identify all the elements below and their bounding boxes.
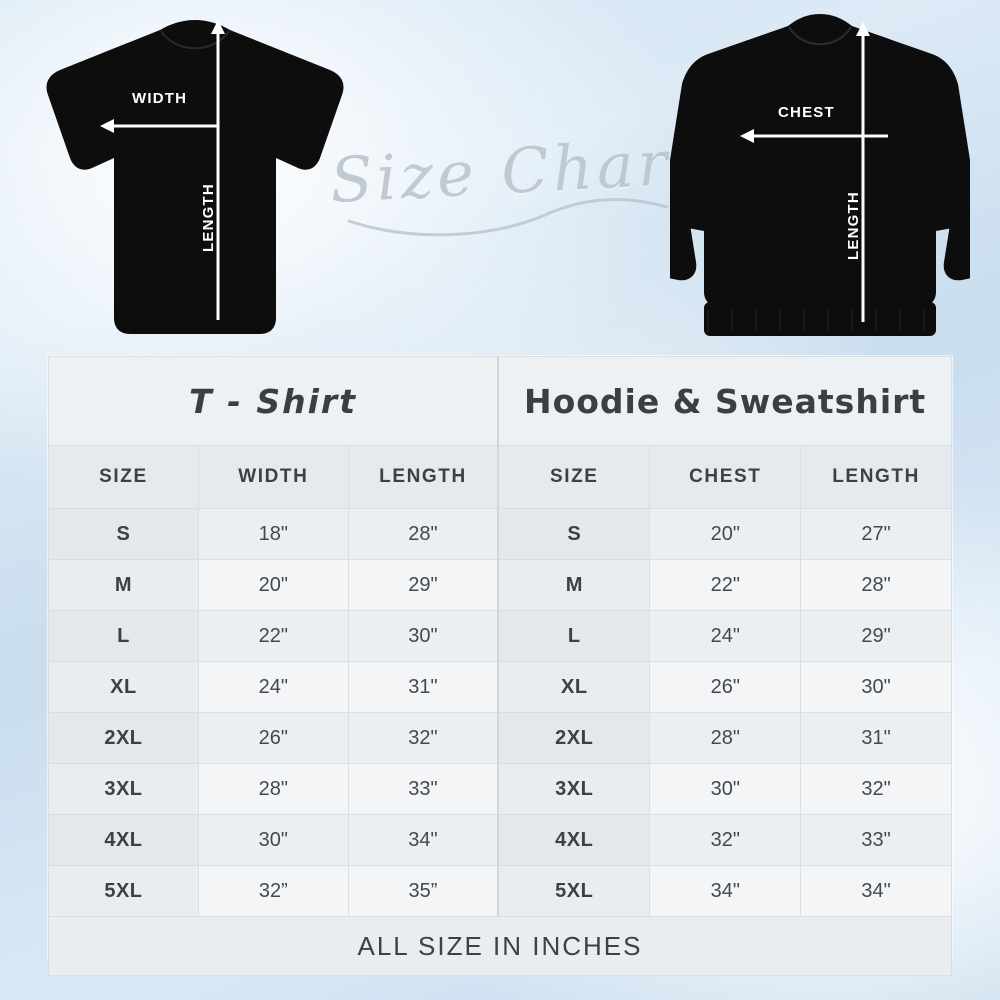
row-size-right: 4XL: [497, 814, 651, 866]
row-chest: 26": [649, 661, 802, 713]
table-row: 2XL 26" 32" 2XL 28" 31": [48, 712, 952, 764]
row-chest: 28": [649, 712, 802, 764]
sweatshirt-chest-arrow: [740, 129, 888, 143]
tshirt-graphic: [46, 20, 344, 334]
row-width: 28": [197, 763, 349, 815]
table-row: S 18" 28" S 20" 27": [48, 508, 952, 560]
row-length: 30": [347, 610, 499, 662]
size-chart-table: T - Shirt Hoodie & Sweatshirt SIZE WIDTH…: [48, 356, 953, 976]
row-width: 26": [197, 712, 349, 764]
tshirt-length-arrow: [211, 20, 225, 320]
row-width: 32”: [197, 865, 349, 917]
tshirt-width-label: WIDTH: [132, 90, 188, 107]
row-size-left: 4XL: [48, 814, 199, 866]
table-row: L 22" 30" L 24" 29": [48, 610, 952, 662]
header-size-right: SIZE: [497, 445, 651, 509]
row-size-right: 3XL: [497, 763, 651, 815]
row-length2: 28": [800, 559, 952, 611]
row-size-left: 3XL: [48, 763, 199, 815]
row-size-left: 2XL: [48, 712, 199, 764]
row-size-left: S: [48, 508, 199, 560]
row-size-right: 5XL: [497, 865, 651, 917]
row-length2: 27": [800, 508, 952, 560]
row-size-right: 2XL: [497, 712, 651, 764]
table-header-row: SIZE WIDTH LENGTH SIZE CHEST LENGTH: [48, 445, 952, 509]
row-size-right: S: [497, 508, 651, 560]
row-width: 22": [197, 610, 349, 662]
row-size-right: M: [497, 559, 651, 611]
row-size-left: 5XL: [48, 865, 199, 917]
table-row: 5XL 32” 35” 5XL 34" 34": [48, 865, 952, 917]
row-length2: 32": [800, 763, 952, 815]
table-row: 4XL 30" 34" 4XL 32" 33": [48, 814, 952, 866]
row-length: 33": [347, 763, 499, 815]
header-size-left: SIZE: [48, 445, 199, 509]
tshirt-width-arrow: [100, 119, 218, 133]
row-width: 20": [197, 559, 349, 611]
sweatshirt-length-arrow: [856, 22, 870, 322]
hero-illustration: WIDTH LENGTH Size Chart: [0, 0, 1000, 352]
row-width: 24": [197, 661, 349, 713]
sweatshirt-chest-label: CHEST: [778, 104, 835, 121]
row-chest: 34": [649, 865, 802, 917]
row-length: 34": [347, 814, 499, 866]
table-row: 3XL 28" 33" 3XL 30" 32": [48, 763, 952, 815]
table-row: M 20" 29" M 22" 28": [48, 559, 952, 611]
row-length: 32": [347, 712, 499, 764]
header-length-right: LENGTH: [800, 445, 952, 509]
row-size-left: M: [48, 559, 199, 611]
row-width: 18": [197, 508, 349, 560]
row-chest: 24": [649, 610, 802, 662]
size-chart-card: T - Shirt Hoodie & Sweatshirt SIZE WIDTH…: [48, 356, 953, 976]
row-size-right: XL: [497, 661, 651, 713]
row-size-left: XL: [48, 661, 199, 713]
row-size-right: L: [497, 610, 651, 662]
row-length2: 30": [800, 661, 952, 713]
row-width: 30": [197, 814, 349, 866]
row-length: 28": [347, 508, 499, 560]
row-length2: 29": [800, 610, 952, 662]
row-chest: 22": [649, 559, 802, 611]
row-length: 31": [347, 661, 499, 713]
sweatshirt-length-label: LENGTH: [845, 191, 862, 260]
row-chest: 20": [649, 508, 802, 560]
row-chest: 30": [649, 763, 802, 815]
sweatshirt-graphic: [670, 14, 970, 336]
table-title-row: T - Shirt Hoodie & Sweatshirt: [48, 356, 953, 446]
tshirt-title: T - Shirt: [48, 356, 499, 446]
row-length2: 34": [800, 865, 952, 917]
table-row: XL 24" 31" XL 26" 30": [48, 661, 952, 713]
tshirt-length-label: LENGTH: [200, 183, 217, 252]
header-width: WIDTH: [197, 445, 349, 509]
header-length-left: LENGTH: [347, 445, 499, 509]
row-length2: 33": [800, 814, 952, 866]
row-length: 29": [347, 559, 499, 611]
row-chest: 32": [649, 814, 802, 866]
hoodie-title: Hoodie & Sweatshirt: [497, 356, 953, 446]
script-underline-flourish: [347, 197, 669, 237]
header-chest: CHEST: [649, 445, 802, 509]
row-length: 35”: [347, 865, 499, 917]
row-size-left: L: [48, 610, 199, 662]
row-length2: 31": [800, 712, 952, 764]
table-footer-row: ALL SIZE IN INCHES: [48, 916, 952, 976]
footer-note: ALL SIZE IN INCHES: [48, 916, 952, 976]
